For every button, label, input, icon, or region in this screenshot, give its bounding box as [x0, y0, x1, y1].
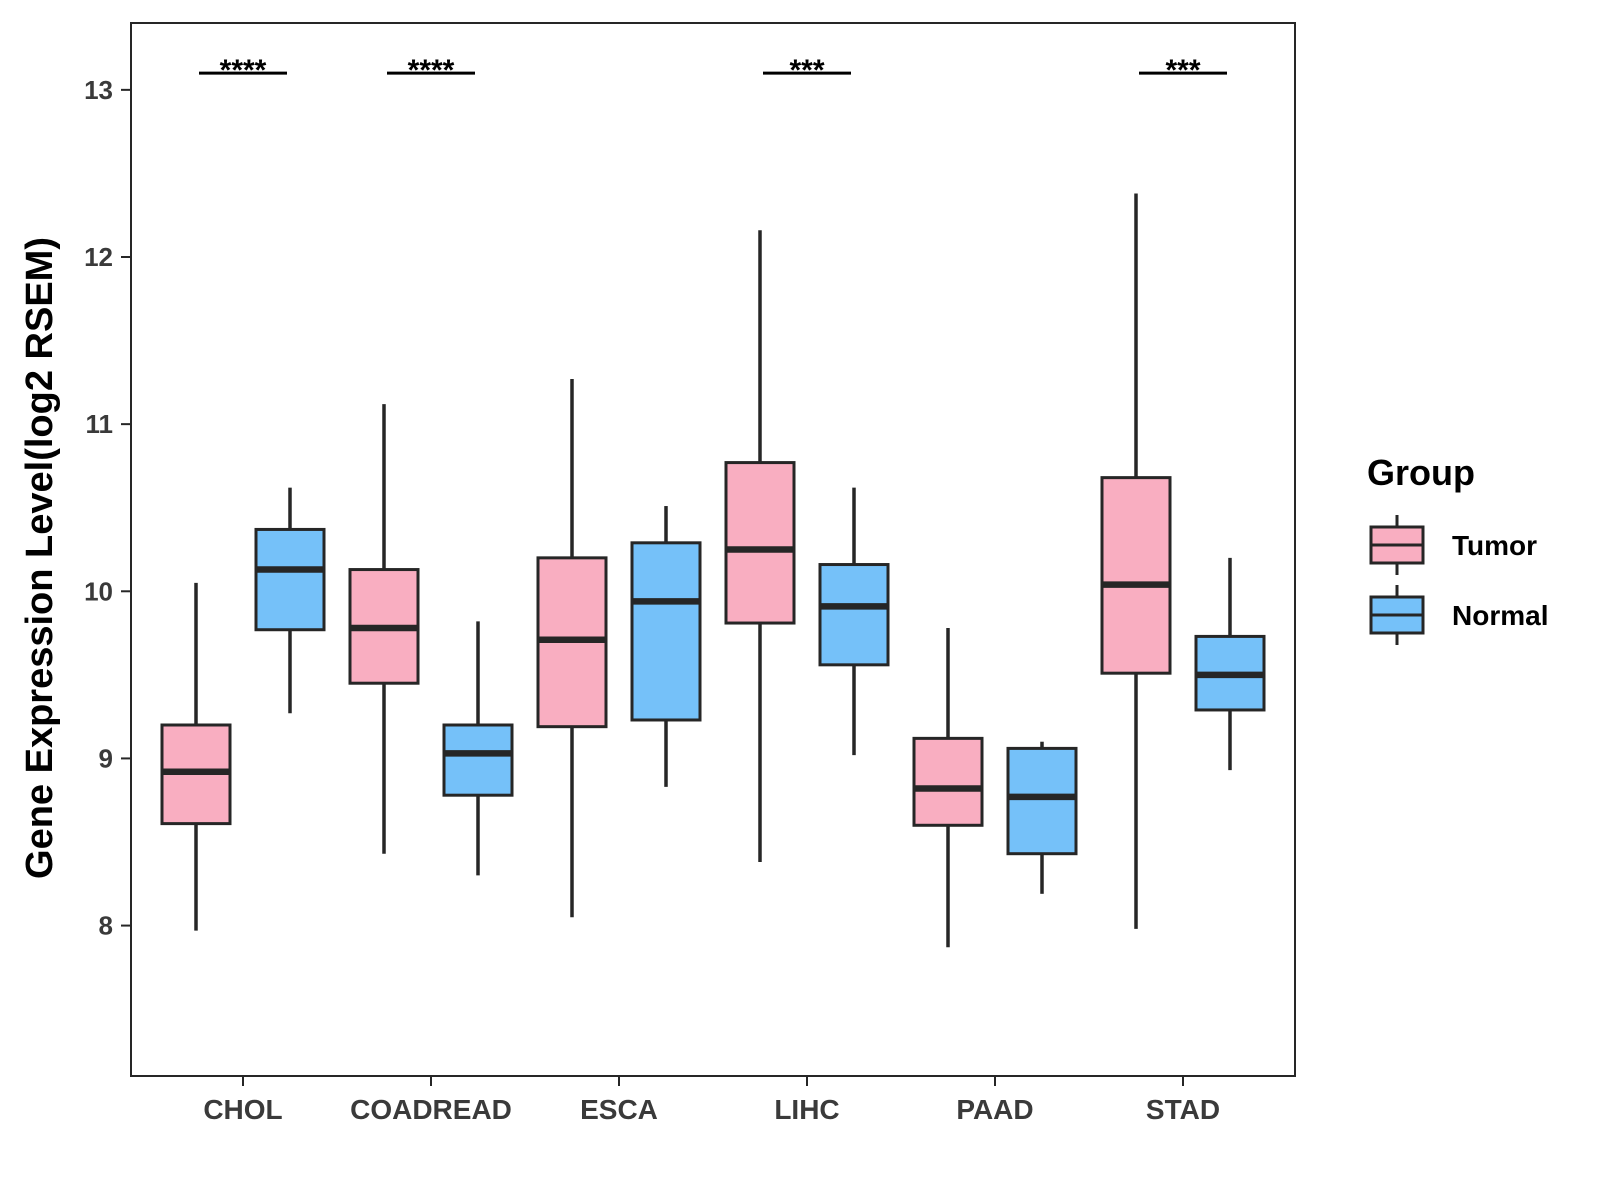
box-tumor-lihc	[724, 230, 796, 863]
box-normal-coadread-iqr	[442, 723, 514, 797]
box-tumor-esca	[536, 379, 608, 918]
box-normal-paad	[1006, 741, 1078, 894]
box-tumor-paad	[912, 628, 984, 948]
box-tumor-chol	[160, 582, 232, 931]
x-tick-label-stad: STAD	[1146, 1094, 1220, 1125]
plot-border	[130, 22, 1296, 1077]
box-tumor-paad-iqr	[912, 736, 984, 827]
box-normal-lihc	[818, 487, 890, 756]
y-axis-label: Gene Expression Level(log2 RSEM)	[19, 237, 61, 879]
legend-normal-label: Normal	[1452, 600, 1548, 631]
box-tumor-lihc-iqr	[724, 461, 796, 625]
box-normal-paad-iqr	[1006, 746, 1078, 856]
plot-area: 8 9 10 11 12 13 CHOL COADREAD ESCA LIHC PAAD STAD **…	[84, 22, 1296, 1125]
significance-stad-label: ***	[1165, 54, 1200, 87]
significance-chol-label: ****	[220, 54, 267, 87]
box-normal-esca	[630, 506, 702, 787]
y-tick-label-13: 13	[84, 75, 113, 105]
box-tumor-coadread	[348, 404, 420, 854]
x-tick-label-paad: PAAD	[956, 1094, 1033, 1125]
y-tick-label-10: 10	[84, 576, 113, 606]
y-tick-label-12: 12	[84, 242, 113, 272]
x-tick-label-lihc: LIHC	[774, 1094, 839, 1125]
box-tumor-stad-iqr	[1100, 476, 1172, 675]
x-tick-label-chol: CHOL	[203, 1094, 282, 1125]
y-tick-label-9: 9	[99, 743, 113, 773]
box-normal-chol-iqr	[254, 527, 326, 632]
y-tick-label-8: 8	[99, 911, 113, 941]
x-tick-label-esca: ESCA	[580, 1094, 658, 1125]
box-normal-stad	[1194, 557, 1266, 771]
box-normal-lihc-iqr	[818, 563, 890, 667]
x-tick-label-coadread: COADREAD	[350, 1094, 512, 1125]
box-tumor-stad	[1100, 193, 1172, 929]
box-normal-esca-iqr	[630, 541, 702, 722]
legend-title: Group	[1367, 452, 1475, 493]
legend: Group Tumor Normal	[1367, 452, 1548, 645]
significance-coadread-label: ****	[408, 54, 455, 87]
significance-lihc-label: ***	[789, 54, 824, 87]
legend-tumor-label: Tumor	[1452, 530, 1537, 561]
box-normal-chol	[254, 487, 326, 714]
y-tick-label-11: 11	[86, 409, 114, 439]
box-normal-coadread	[442, 621, 514, 876]
